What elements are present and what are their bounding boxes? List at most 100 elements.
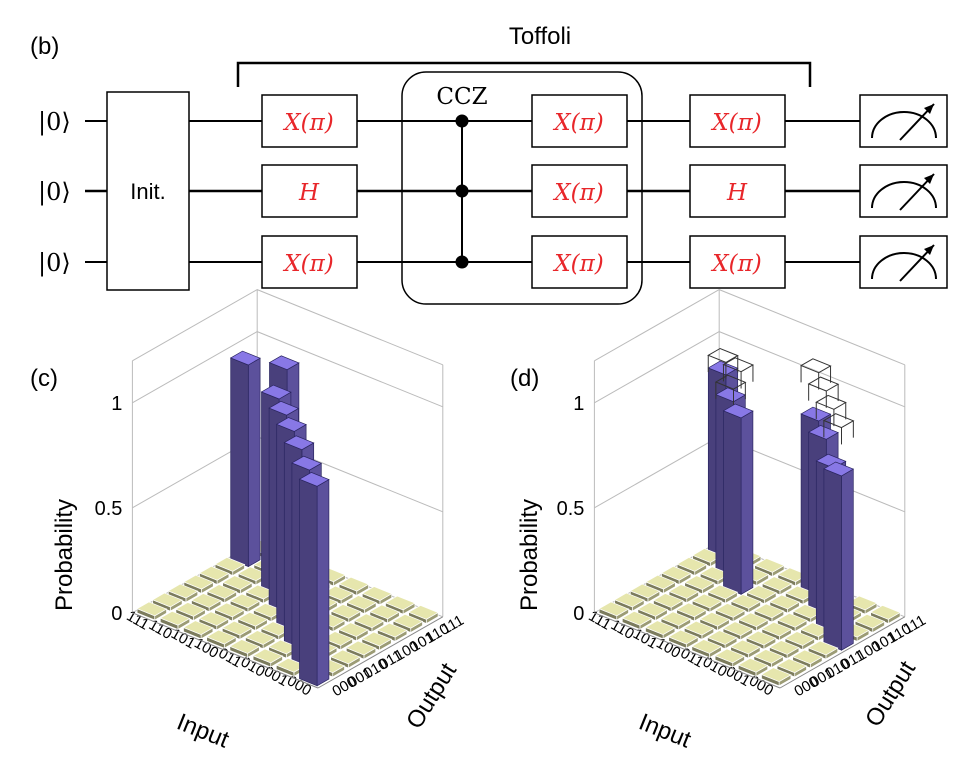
floor-tile [613,592,645,612]
floor-tile [675,602,707,622]
gate-label: X(π) [282,251,333,277]
z-tick-label: 0.5 [557,498,585,520]
floor-tile [175,602,207,622]
gate-label: H [298,180,320,206]
gate-box [531,164,628,218]
control-dot [455,114,469,128]
floor-tile [407,605,439,625]
z-tick-label: 0 [111,603,122,625]
z-tick-label: 0.5 [95,498,123,520]
floor-tile [753,558,785,578]
z-axis-label: Probability [51,499,78,611]
axis-edge [594,289,905,366]
floor-tile [229,639,261,659]
init-label: Init. [130,179,165,204]
floor-tile [361,586,393,606]
gate-label: X(π) [552,251,603,277]
floor-tile [330,604,362,624]
floor-tile [761,621,793,641]
floor-tile [252,648,284,668]
floor-tile [660,611,692,631]
z-tick-label: 1 [111,393,122,415]
qubit-label: |0⟩ [38,249,71,278]
chart-panel-c: (c) Probability Input Output 00.51 11111… [30,289,467,754]
floor-tile [714,603,746,623]
qubit-label: |0⟩ [38,178,71,207]
floor-tile [221,620,253,640]
floor-tile [667,629,699,649]
meter-icon [859,94,948,148]
ideal-outline [799,358,832,390]
probability-bar [229,350,261,568]
floor-tile [338,576,370,596]
floor-tile [776,658,808,678]
floor-tile [183,574,215,594]
floor-tile [198,565,230,586]
floor-tile [792,604,824,624]
chart-panel-d: (d) Probability Input Output 00.51 11111… [510,289,929,754]
floor-tile [598,601,630,621]
probability-bar [298,472,330,687]
meter-icon [859,235,948,289]
floor-tile [869,605,901,625]
toffoli-label: Toffoli [509,23,571,50]
probability-bar [722,403,754,595]
floor-tile [329,649,361,669]
floor-tile [745,585,777,605]
floor-tile [683,620,715,640]
gate-label: X(π) [552,110,603,136]
floor-tile [205,629,237,649]
floor-tile [644,620,676,640]
floor-tile [691,593,723,613]
floor-tile [807,640,839,660]
floor-tile [791,649,823,669]
gate-label: X(π) [552,180,603,206]
floor-tile [729,639,761,659]
floor-tile [182,620,214,640]
floor-tile [213,602,245,622]
floor-tile [722,621,754,641]
input-axis-label: Input [173,709,233,754]
toffoli-bracket [236,61,812,87]
axis-edge [317,616,444,689]
gate-box [689,235,786,289]
init-box [106,91,190,291]
gate-label: X(π) [710,251,761,277]
gate-box [261,164,358,218]
floor-tile [621,610,653,631]
gate-box [689,164,786,218]
gate-label: H [726,180,748,206]
output-axis-label: Output [860,656,921,732]
floor-tile [151,592,183,612]
floor-tile [660,565,692,586]
panel-c-label: (c) [30,365,58,392]
grid-line [594,331,905,408]
floor-tile [392,613,424,634]
floor-tile [707,584,739,604]
floor-tile [753,603,785,623]
floor-tile [190,593,222,613]
z-axis-label: Probability [516,499,543,611]
meter-icon [859,164,948,218]
floor-tile [198,611,230,631]
floor-tile [676,557,708,577]
qubit-label: |0⟩ [38,108,71,137]
floor-tile [854,613,886,634]
gate-box [261,94,358,148]
floor-tile [776,612,808,633]
gate-box [261,235,358,289]
output-axis-label: Output [401,658,462,734]
floor-tile [136,601,168,621]
floor-tile [714,648,746,668]
gate-label: X(π) [710,110,761,136]
panel-d-label: (d) [510,365,539,392]
gate-box [531,94,628,148]
input-axis-label: Input [635,709,695,754]
floor-tile [229,593,261,613]
floor-tile [645,574,677,594]
floor-tile [768,640,800,660]
floor-tile [652,593,684,613]
floor-tile [345,595,377,615]
panel-b-label: (b) [30,33,59,60]
z-tick-label: 1 [573,393,584,415]
